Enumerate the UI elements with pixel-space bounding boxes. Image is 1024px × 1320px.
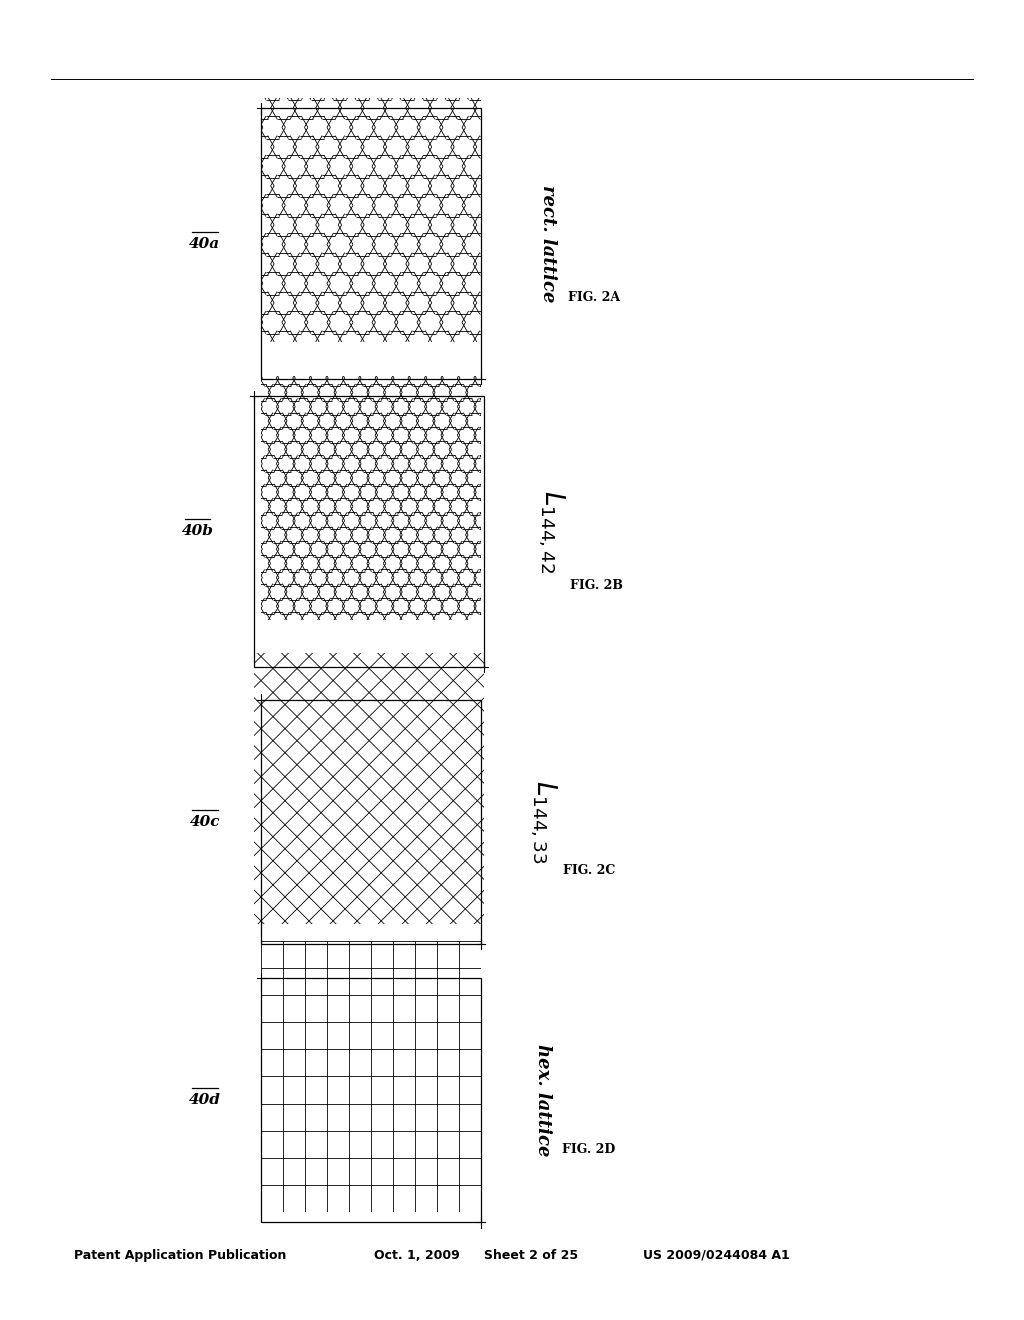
Text: FIG. 2A: FIG. 2A [568,292,620,304]
Text: US 2009/0244084 A1: US 2009/0244084 A1 [643,1249,790,1262]
Text: 40b: 40b [181,524,214,539]
Text: rect. lattice: rect. lattice [539,185,557,302]
Bar [261,978,481,1222]
Text: 40d: 40d [188,1093,221,1107]
Text: $L_{144,42}$: $L_{144,42}$ [536,490,566,573]
Text: 40c: 40c [189,814,220,829]
Text: hex. lattice: hex. lattice [534,1044,552,1156]
Text: $L_{144,33}$: $L_{144,33}$ [527,780,558,863]
Text: FIG. 2D: FIG. 2D [562,1143,615,1155]
Text: Oct. 1, 2009: Oct. 1, 2009 [374,1249,460,1262]
Text: Sheet 2 of 25: Sheet 2 of 25 [484,1249,579,1262]
Bar [261,108,481,379]
Bar [261,700,481,944]
Text: FIG. 2B: FIG. 2B [570,579,624,591]
Bar [254,396,484,667]
Text: 40a: 40a [189,236,220,251]
Text: Patent Application Publication: Patent Application Publication [74,1249,286,1262]
Text: FIG. 2C: FIG. 2C [562,865,615,876]
